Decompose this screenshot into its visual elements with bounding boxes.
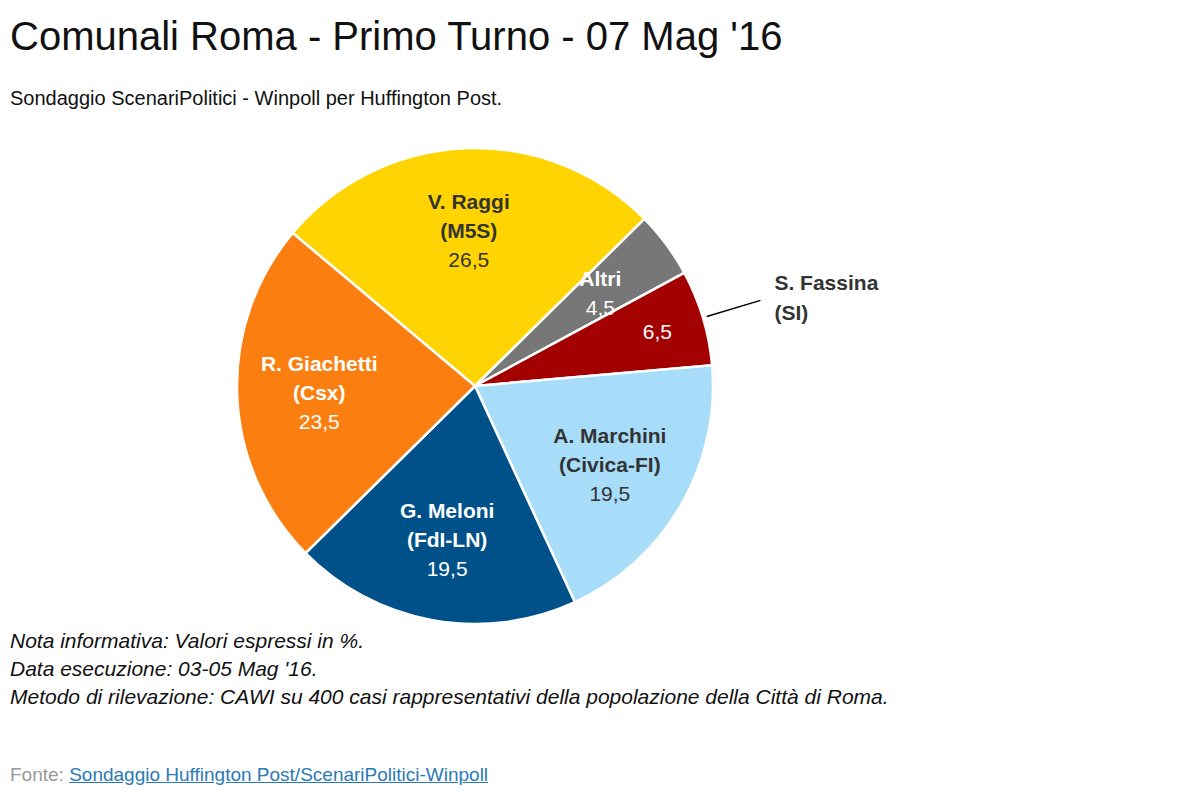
svg-text:Altri: Altri [579, 267, 621, 290]
svg-text:R. Giachetti: R. Giachetti [261, 352, 378, 375]
svg-text:19,5: 19,5 [427, 557, 468, 580]
html-text:Data esecuzione: 03-05 Mag '16: Data esecuzione: 03-05 Mag '16. [10, 657, 318, 680]
svg-text:(FdI-LN): (FdI-LN) [407, 528, 487, 551]
html-text:Metodo di rilevazione: CAWI su: Metodo di rilevazione: CAWI su 400 casi … [10, 685, 889, 708]
svg-text:(SI): (SI) [774, 301, 808, 324]
html-text:Nota informativa: Valori espre: Nota informativa: Valori espressi in %. [10, 629, 364, 652]
svg-text:4,5: 4,5 [586, 296, 615, 319]
svg-text:(M5S): (M5S) [440, 219, 497, 242]
html-text:Comunali Roma - Primo Turno -: Comunali Roma - Primo Turno - 07 Mag '16 [10, 14, 783, 58]
svg-text:6,5: 6,5 [643, 320, 672, 343]
svg-text:(Civica-FI): (Civica-FI) [559, 453, 661, 476]
svg-text:S. Fassina: S. Fassina [774, 271, 878, 294]
svg-text:G. Meloni: G. Meloni [400, 499, 495, 522]
svg-text:V. Raggi: V. Raggi [428, 190, 510, 213]
svg-text:23,5: 23,5 [299, 410, 340, 433]
svg-text:19,5: 19,5 [589, 482, 630, 505]
svg-text:26,5: 26,5 [448, 248, 489, 271]
svg-text:A. Marchini: A. Marchini [553, 424, 666, 447]
html-text:Fonte: Sondaggio Huffington Po: Fonte: Sondaggio Huffington Post/Scenari… [10, 764, 489, 785]
html-text:Sondaggio ScenariPolitici - Wi: Sondaggio ScenariPolitici - Winpoll per … [10, 87, 503, 109]
svg-text:(Csx): (Csx) [293, 381, 346, 404]
